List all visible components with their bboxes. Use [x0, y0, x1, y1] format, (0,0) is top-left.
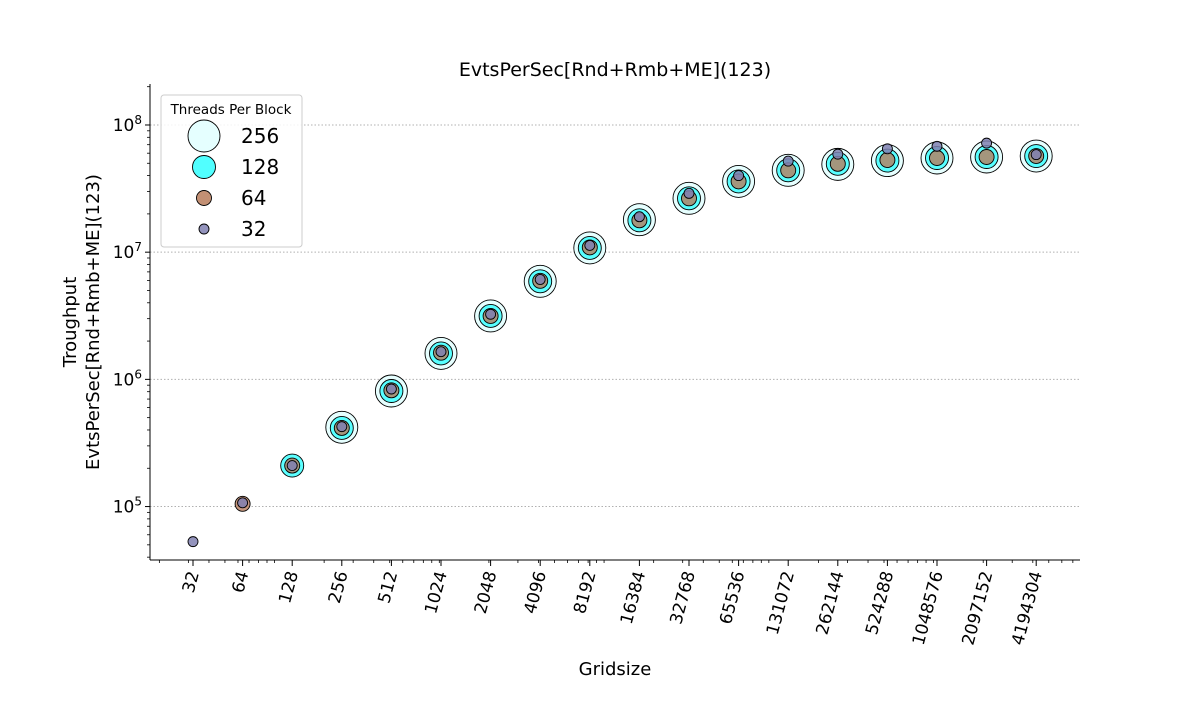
data-point-tpb-32 [931, 140, 943, 152]
data-point-tpb-32 [435, 346, 447, 358]
legend-marker-32 [198, 223, 210, 235]
data-point-tpb-32 [534, 274, 546, 285]
data-point-tpb-32 [187, 536, 199, 548]
x-tick-label: 131072 [763, 569, 799, 637]
x-tick-label: 32 [179, 569, 204, 595]
x-tick-label: 1048576 [909, 569, 948, 647]
data-point-tpb-32 [881, 143, 893, 155]
x-tick-label: 32768 [667, 569, 700, 626]
x-tick-label: 2048 [471, 569, 502, 616]
legend-title: Threads Per Block [170, 102, 292, 118]
data-point-tpb-64 [929, 150, 945, 166]
x-tick-label: 4096 [521, 569, 552, 616]
legend-label-256: 256 [241, 124, 279, 148]
legend-label-128: 128 [241, 155, 279, 179]
x-tick-label: 65536 [716, 569, 749, 626]
data-point-tpb-32 [485, 308, 497, 320]
y-axis-ticks: 105 106 107 108 [113, 86, 150, 558]
data-point-tpb-32 [832, 148, 844, 160]
data-points [187, 137, 1053, 548]
legend-marker-128 [192, 155, 216, 179]
chart-title: EvtsPerSec[Rnd+Rmb+ME](123) [459, 59, 771, 81]
legend-marker-64 [196, 190, 212, 206]
y-tick-label: 105 [113, 495, 142, 518]
x-axis-ticks: 32 64 128 256 512 1024 2048 4096 8192 16384 32768 6… [158, 560, 1074, 647]
y-tick-label: 108 [113, 113, 142, 136]
y-tick-label: 107 [113, 240, 142, 263]
data-point-tpb-32 [385, 383, 397, 395]
legend-label-64: 64 [241, 186, 266, 210]
data-point-tpb-64 [879, 152, 896, 169]
y-axis-label: Troughput EvtsPerSec[Rnd+Rmb+ME](123) [60, 174, 104, 470]
data-point-tpb-32 [633, 211, 645, 223]
data-point-tpb-32 [584, 239, 596, 251]
data-point-tpb-32 [1030, 149, 1042, 161]
x-tick-label: 64 [229, 569, 254, 595]
data-point-tpb-32 [733, 170, 745, 182]
data-point-tpb-32 [336, 421, 348, 433]
y-axis-label-line-1: Troughput [60, 277, 81, 369]
data-point-tpb-32 [683, 187, 695, 199]
data-point-tpb-32 [981, 137, 993, 149]
y-tick-label: 106 [113, 367, 142, 390]
x-axis-label: Gridsize [579, 659, 652, 680]
x-tick-label: 2097152 [959, 569, 998, 647]
legend-label-32: 32 [241, 217, 266, 241]
x-tick-label: 8192 [570, 569, 601, 616]
x-tick-label: 16384 [617, 569, 650, 626]
legend-marker-256 [187, 119, 221, 153]
x-tick-label: 524288 [862, 569, 898, 637]
data-point-tpb-32 [286, 460, 298, 472]
grid-lines [150, 124, 1080, 508]
x-tick-label: 4194304 [1008, 569, 1047, 647]
x-tick-label: 256 [325, 569, 353, 606]
data-point-tpb-32 [237, 497, 249, 509]
data-point-tpb-64 [978, 149, 995, 165]
x-tick-label: 128 [275, 569, 303, 606]
x-tick-label: 512 [375, 569, 403, 606]
y-axis-label-line-2: EvtsPerSec[Rnd+Rmb+ME](123) [83, 174, 104, 470]
data-point-tpb-32 [782, 155, 794, 167]
x-tick-label: 1024 [421, 569, 452, 616]
x-tick-label: 262144 [813, 569, 849, 637]
legend: Threads Per Block 256 128 64 32 [160, 94, 303, 248]
